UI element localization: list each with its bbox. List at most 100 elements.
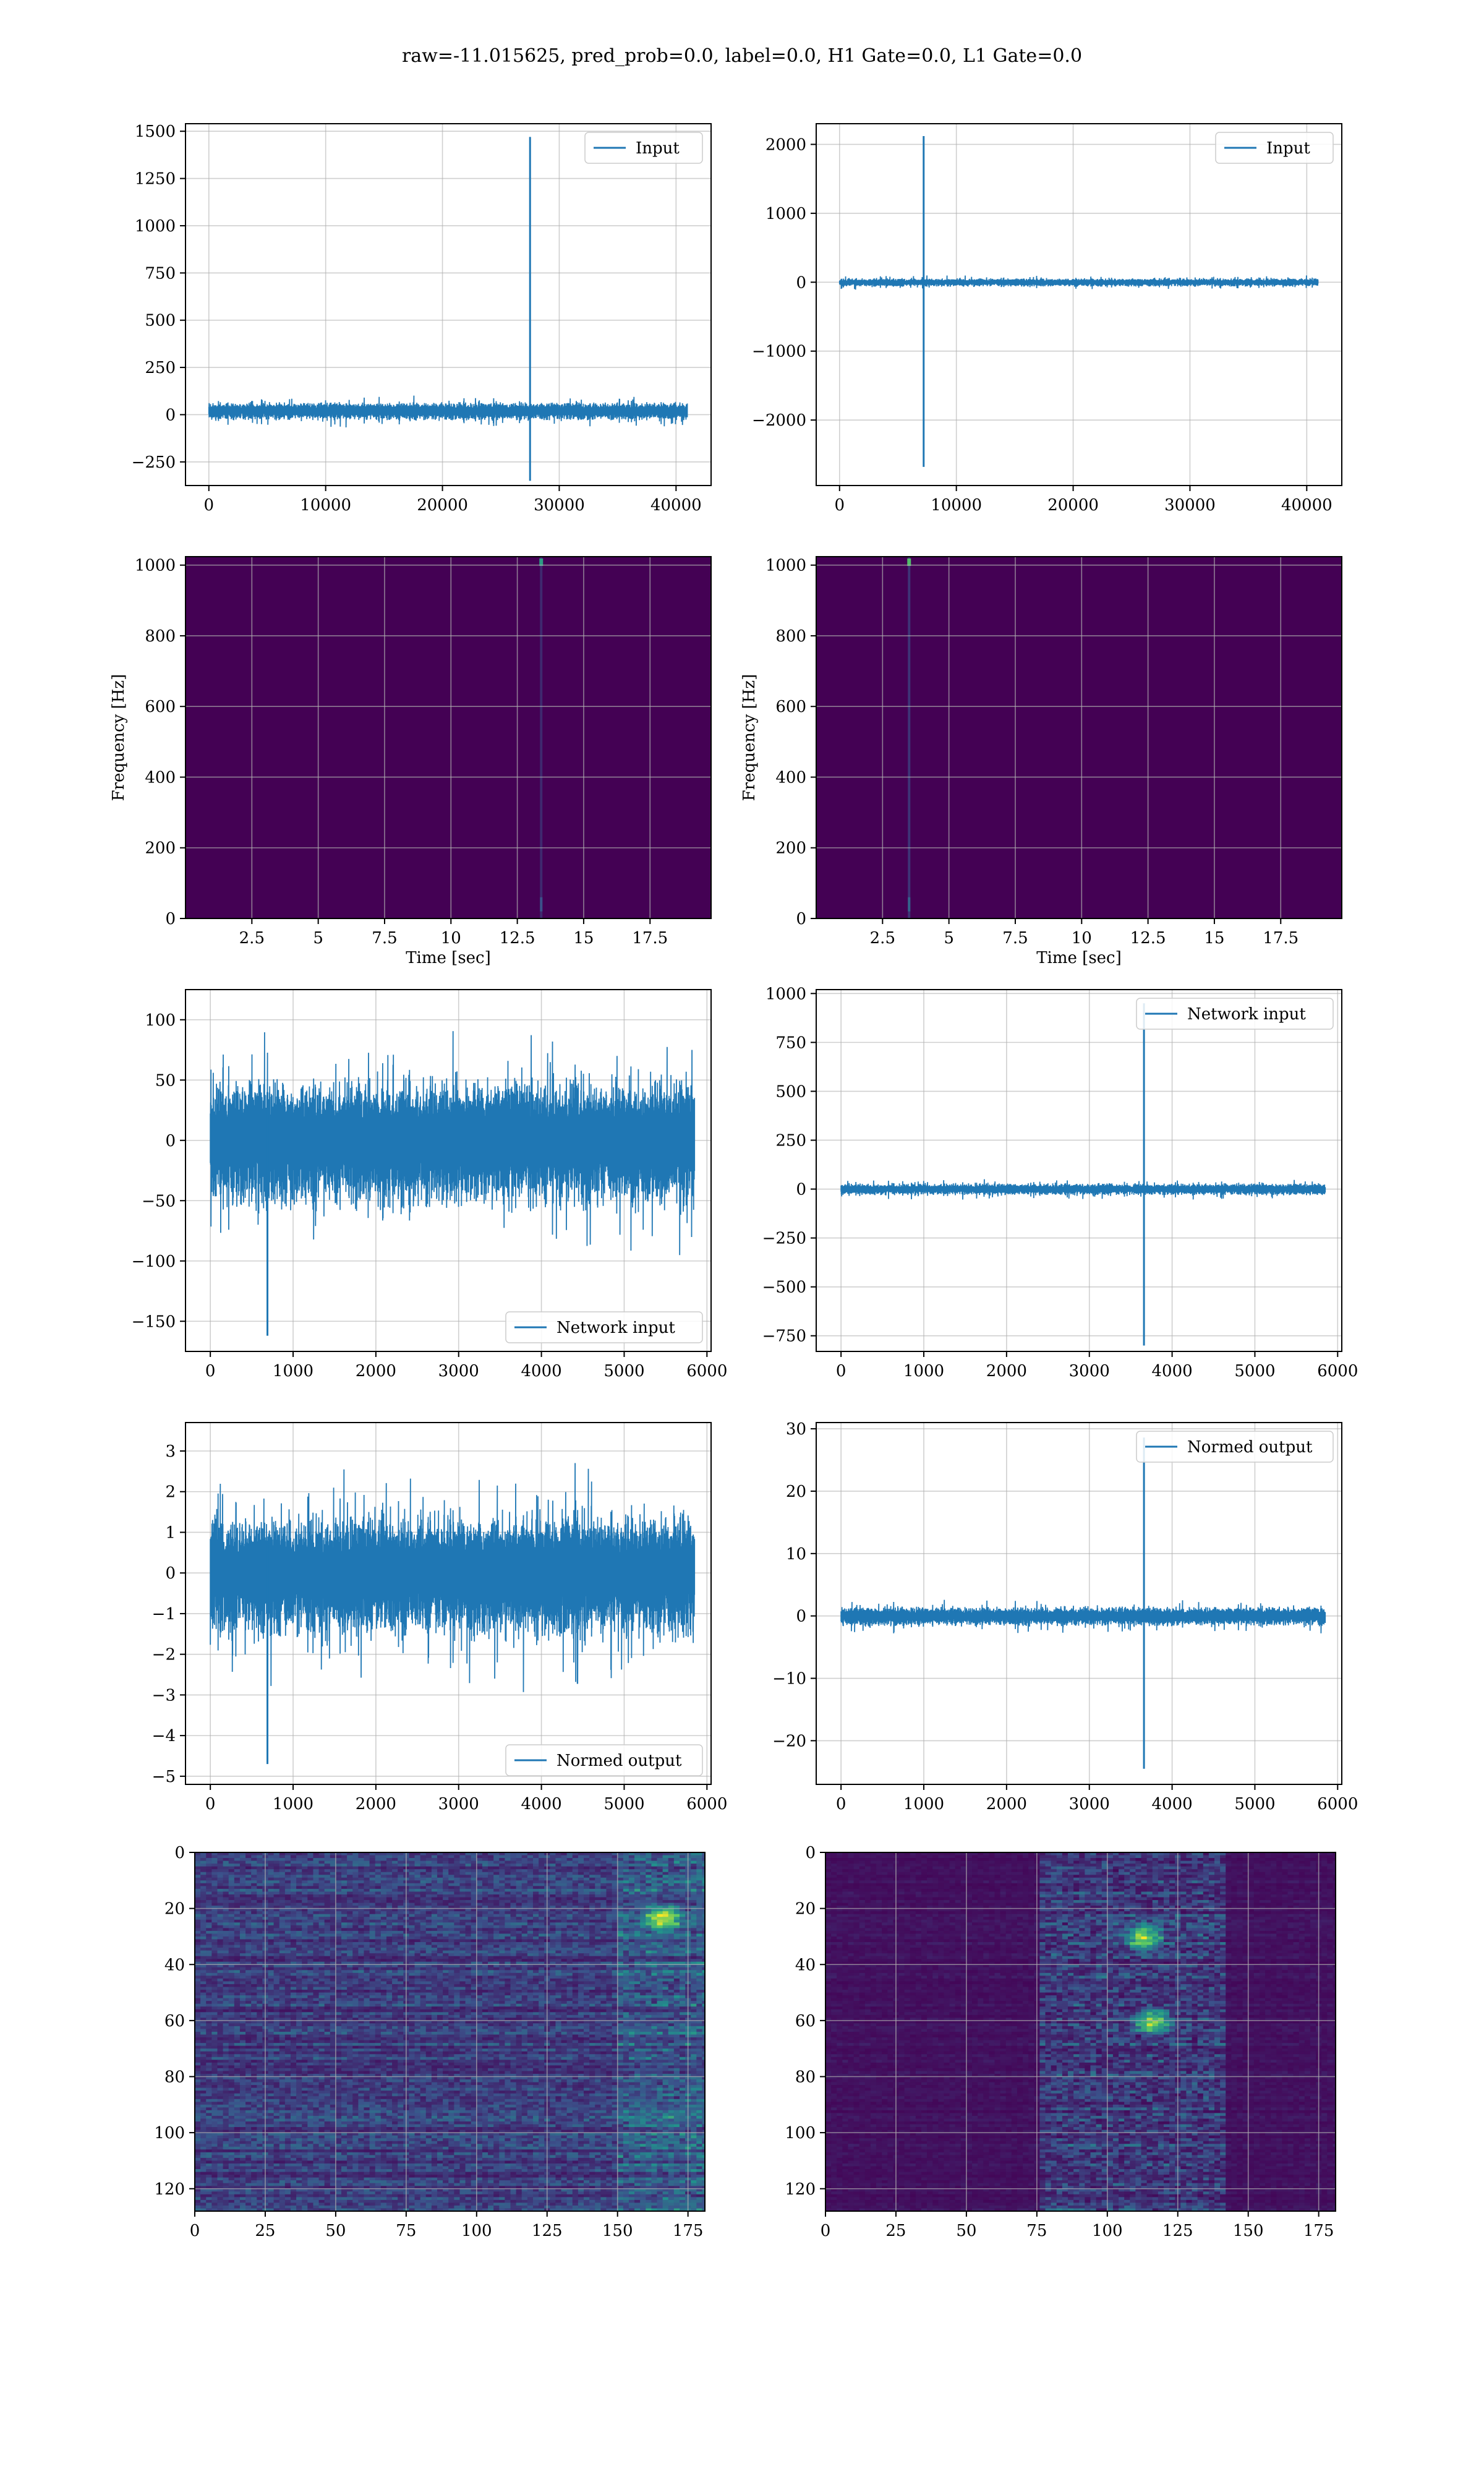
heatmap-cell [318, 1990, 325, 1993]
heatmap-cell [662, 1964, 669, 1968]
heatmap-cell [347, 1875, 353, 1878]
heatmap-cell [521, 1930, 528, 1934]
heatmap-cell [696, 1953, 702, 1957]
heatmap-cell [431, 1990, 438, 1993]
heatmap-cell [313, 1877, 320, 1881]
heatmap-cell [380, 1981, 387, 1985]
heatmap-cell [612, 1987, 618, 1990]
heatmap-cell [324, 1970, 331, 1974]
heatmap-cell [668, 1928, 675, 1932]
heatmap-cell [347, 1872, 353, 1875]
heatmap-cell [200, 1894, 207, 1898]
heatmap-cell [223, 1961, 229, 1965]
heatmap-cell [257, 1925, 263, 1928]
heatmap-cell [392, 1897, 398, 1901]
heatmap-cell [341, 1903, 348, 1906]
heatmap-cell [572, 1894, 579, 1898]
heatmap-cell [273, 1908, 280, 1912]
heatmap-cell [612, 1964, 618, 1968]
heatmap-cell [296, 1855, 302, 1859]
heatmap-cell [195, 1922, 201, 1926]
heatmap-cell [234, 1959, 241, 1963]
heatmap-cell [646, 1906, 652, 1909]
heatmap-cell [341, 1970, 348, 1974]
heatmap-cell [290, 1950, 297, 1954]
heatmap-cell [313, 1869, 320, 1873]
heatmap-cell [347, 1939, 353, 1943]
heatmap-cell [657, 1869, 663, 1873]
heatmap-cell [257, 1984, 263, 1987]
heatmap-cell [606, 1922, 613, 1926]
heatmap-cell [307, 1900, 313, 1904]
heatmap-cell [245, 1869, 252, 1873]
heatmap-cell [330, 1875, 336, 1878]
heatmap-cell [550, 1928, 556, 1932]
heatmap-background [186, 557, 711, 918]
heatmap-cell [392, 1888, 398, 1892]
heatmap-cell [425, 1908, 432, 1912]
heatmap-cell [375, 1939, 382, 1943]
heatmap-cell [471, 1894, 477, 1898]
heatmap-cell [555, 1933, 562, 1937]
heatmap-cell [578, 1911, 584, 1915]
heatmap-cell [584, 1919, 590, 1923]
heatmap-cell [425, 1875, 432, 1878]
heatmap-cell [532, 1911, 539, 1915]
heatmap-cell [234, 1948, 241, 1951]
heatmap-cell [482, 1922, 488, 1926]
heatmap-cell [437, 1869, 443, 1873]
heatmap-cell [409, 1877, 416, 1881]
heatmap-cell [375, 1903, 382, 1906]
heatmap-cell [234, 1860, 241, 1864]
heatmap-cell [584, 1933, 590, 1937]
heatmap-cell [691, 1900, 697, 1904]
heatmap-cell [245, 1975, 252, 1979]
heatmap-cell [386, 1992, 393, 1996]
heatmap-cell [646, 1922, 652, 1926]
heatmap-cell [539, 1945, 545, 1948]
heatmap-cell [380, 1925, 387, 1928]
heatmap-cell [195, 1877, 201, 1881]
heatmap-cell [691, 1903, 697, 1906]
heatmap-cell [454, 1880, 460, 1884]
heatmap-cell [290, 1987, 297, 1990]
heatmap-cell [380, 1978, 387, 1982]
heatmap-cell [691, 1858, 697, 1862]
heatmap-cell [398, 1972, 404, 1976]
heatmap-cell [330, 1891, 336, 1895]
heatmap-cell [628, 1922, 635, 1926]
heatmap-cell [386, 1964, 393, 1968]
heatmap-cell [606, 1872, 613, 1875]
heatmap-cell [324, 1961, 331, 1965]
heatmap-cell [617, 1891, 624, 1895]
heatmap-cell [302, 1908, 308, 1912]
heatmap-cell [398, 1903, 404, 1906]
heatmap-cell [595, 1967, 601, 1971]
heatmap-cell [409, 1858, 416, 1862]
heatmap-cell [459, 1866, 466, 1870]
heatmap-cell [206, 1894, 212, 1898]
heatmap-cell [324, 1972, 331, 1976]
heatmap-cell [691, 1917, 697, 1920]
heatmap-cell [206, 1930, 212, 1934]
heatmap-cell [696, 1906, 702, 1909]
heatmap-cell [217, 1945, 224, 1948]
heatmap-cell [414, 1948, 421, 1951]
heatmap-cell [302, 1961, 308, 1965]
heatmap-cell [392, 1872, 398, 1875]
heatmap-cell [691, 1888, 697, 1892]
heatmap-cell [691, 1930, 697, 1934]
heatmap-cell [296, 1864, 302, 1867]
heatmap-cell [521, 1883, 528, 1886]
heatmap-cell [239, 1964, 246, 1968]
heatmap-cell [646, 1930, 652, 1934]
heatmap-cell [443, 1956, 449, 1959]
heatmap-cell [640, 1877, 646, 1881]
heatmap-cell [347, 1953, 353, 1957]
heatmap-cell [302, 1903, 308, 1906]
heatmap-cell [245, 1942, 252, 1946]
heatmap-cell [228, 1864, 235, 1867]
heatmap-cell [499, 1984, 505, 1987]
heatmap-cell [646, 1928, 652, 1932]
heatmap-cell [646, 1900, 652, 1904]
